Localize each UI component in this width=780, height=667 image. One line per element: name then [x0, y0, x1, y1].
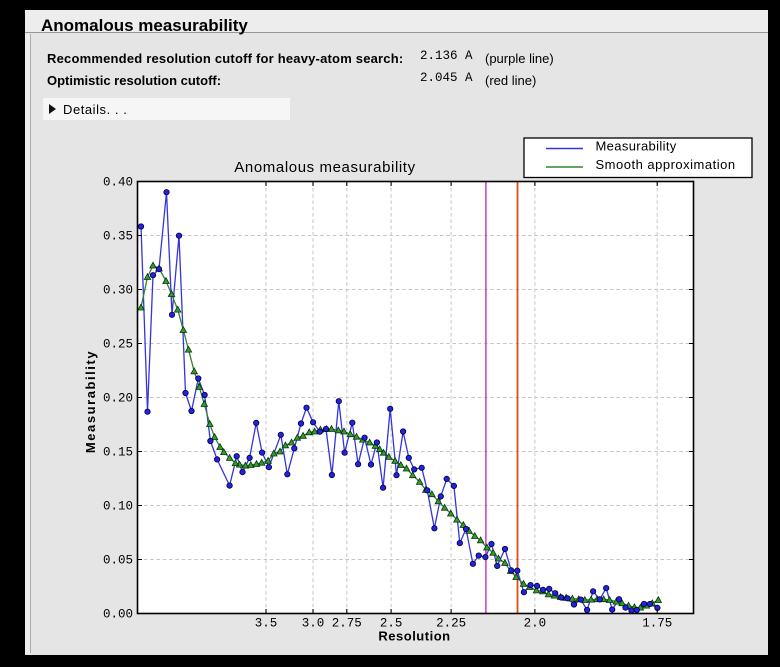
svg-text:Resolution: Resolution [378, 629, 450, 644]
svg-text:Measurability: Measurability [83, 350, 98, 453]
svg-text:0.30: 0.30 [103, 284, 133, 298]
svg-text:0.15: 0.15 [103, 446, 133, 460]
svg-text:2.75: 2.75 [332, 617, 362, 631]
svg-text:0.20: 0.20 [103, 392, 133, 406]
svg-text:0.35: 0.35 [103, 230, 133, 244]
svg-text:Smooth approximation: Smooth approximation [596, 157, 736, 172]
svg-text:0.10: 0.10 [103, 500, 133, 514]
svg-text:0.05: 0.05 [103, 554, 133, 568]
svg-text:2.0: 2.0 [524, 617, 547, 631]
svg-text:1.75: 1.75 [642, 617, 672, 631]
svg-text:0.00: 0.00 [103, 608, 133, 622]
svg-text:Anomalous measurability: Anomalous measurability [234, 159, 415, 176]
svg-text:3.5: 3.5 [255, 617, 278, 631]
svg-text:0.25: 0.25 [103, 338, 133, 352]
svg-text:2.25: 2.25 [436, 617, 466, 631]
svg-text:Measurability: Measurability [596, 138, 677, 153]
svg-text:0.40: 0.40 [103, 176, 133, 190]
svg-text:2.5: 2.5 [380, 617, 403, 631]
svg-text:3.0: 3.0 [302, 617, 325, 631]
